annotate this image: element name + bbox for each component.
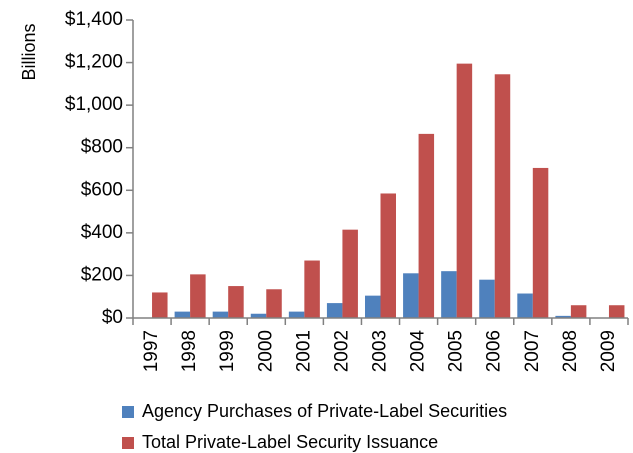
x-tick-label: 1998 <box>179 330 200 372</box>
y-tick-label: $1,400 <box>65 9 123 30</box>
y-tick-label: $1,000 <box>65 94 123 115</box>
bar-total-private-label-security-issuance-2005 <box>456 63 473 319</box>
x-tick-label: 2006 <box>484 330 505 372</box>
bar-agency-purchases-of-private-label-securities-2006 <box>479 279 495 318</box>
y-axis-ticks: $0 $200 $400 $600 $800 $1,000 $1,200 $1,400 <box>65 9 133 328</box>
bar-total-private-label-security-issuance-2002 <box>342 229 358 318</box>
x-tick-label: 2003 <box>370 330 391 372</box>
bar-total-private-label-security-issuance-2006 <box>494 74 511 319</box>
legend-label: Agency Purchases of Private-Label Securi… <box>142 401 507 421</box>
bar-total-private-label-security-issuance-1998 <box>190 274 206 318</box>
legend: Agency Purchases of Private-Label Securi… <box>122 401 507 452</box>
bar-agency-purchases-of-private-label-securities-1998 <box>174 311 191 318</box>
y-tick-label: $0 <box>102 307 123 328</box>
bar-agency-purchases-of-private-label-securities-2001 <box>288 311 305 318</box>
x-tick-label: 1999 <box>217 330 238 372</box>
bar-total-private-label-security-issuance-2008 <box>570 305 587 318</box>
x-axis-ticks: 1997 1998 1999 2000 2001 2002 2003 2004 2005 2006… <box>132 318 629 373</box>
bar-total-private-label-security-issuance-2003 <box>380 193 396 318</box>
bar-total-private-label-security-issuance-2007 <box>532 167 549 318</box>
y-tick-label: $400 <box>81 222 123 243</box>
x-tick-label: 2007 <box>522 330 543 372</box>
x-tick-label: 2000 <box>255 330 276 372</box>
y-tick-label: $200 <box>81 264 123 285</box>
y-axis-title: Billions <box>19 23 39 80</box>
x-tick-label: 2005 <box>446 330 467 372</box>
bar-agency-purchases-of-private-label-securities-2007 <box>517 293 533 318</box>
bars <box>152 63 625 319</box>
bar-agency-purchases-of-private-label-securities-2002 <box>326 303 343 318</box>
x-tick-label: 2004 <box>408 330 429 373</box>
y-tick-label: $800 <box>81 137 123 158</box>
bar-agency-purchases-of-private-label-securities-1999 <box>212 311 229 318</box>
y-tick-label: $1,200 <box>65 52 123 73</box>
legend-label: Total Private-Label Security Issuance <box>142 432 438 452</box>
bar-total-private-label-security-issuance-2001 <box>304 260 320 318</box>
legend-swatch-agency-purchases-of-private-label-securities <box>122 406 134 418</box>
y-tick-label: $600 <box>81 179 123 200</box>
x-tick-label: 2009 <box>598 330 619 372</box>
bar-agency-purchases-of-private-label-securities-2008 <box>555 315 571 318</box>
x-tick-label: 1997 <box>141 330 162 372</box>
legend-swatch-total-private-label-security-issuance <box>122 437 134 449</box>
bar-agency-purchases-of-private-label-securities-2000 <box>250 313 267 318</box>
x-tick-label: 2008 <box>560 330 581 372</box>
bar-agency-purchases-of-private-label-securities-2003 <box>365 295 381 318</box>
bar-total-private-label-security-issuance-2000 <box>266 289 282 318</box>
bar-total-private-label-security-issuance-2004 <box>418 133 435 318</box>
bar-total-private-label-security-issuance-1997 <box>152 292 168 318</box>
x-tick-label: 2001 <box>293 330 314 372</box>
bar-agency-purchases-of-private-label-securities-2005 <box>441 271 457 318</box>
bar-agency-purchases-of-private-label-securities-2004 <box>403 273 419 318</box>
x-tick-label: 2002 <box>331 330 352 372</box>
bar-total-private-label-security-issuance-1999 <box>228 286 244 318</box>
bar-total-private-label-security-issuance-2009 <box>608 305 625 318</box>
